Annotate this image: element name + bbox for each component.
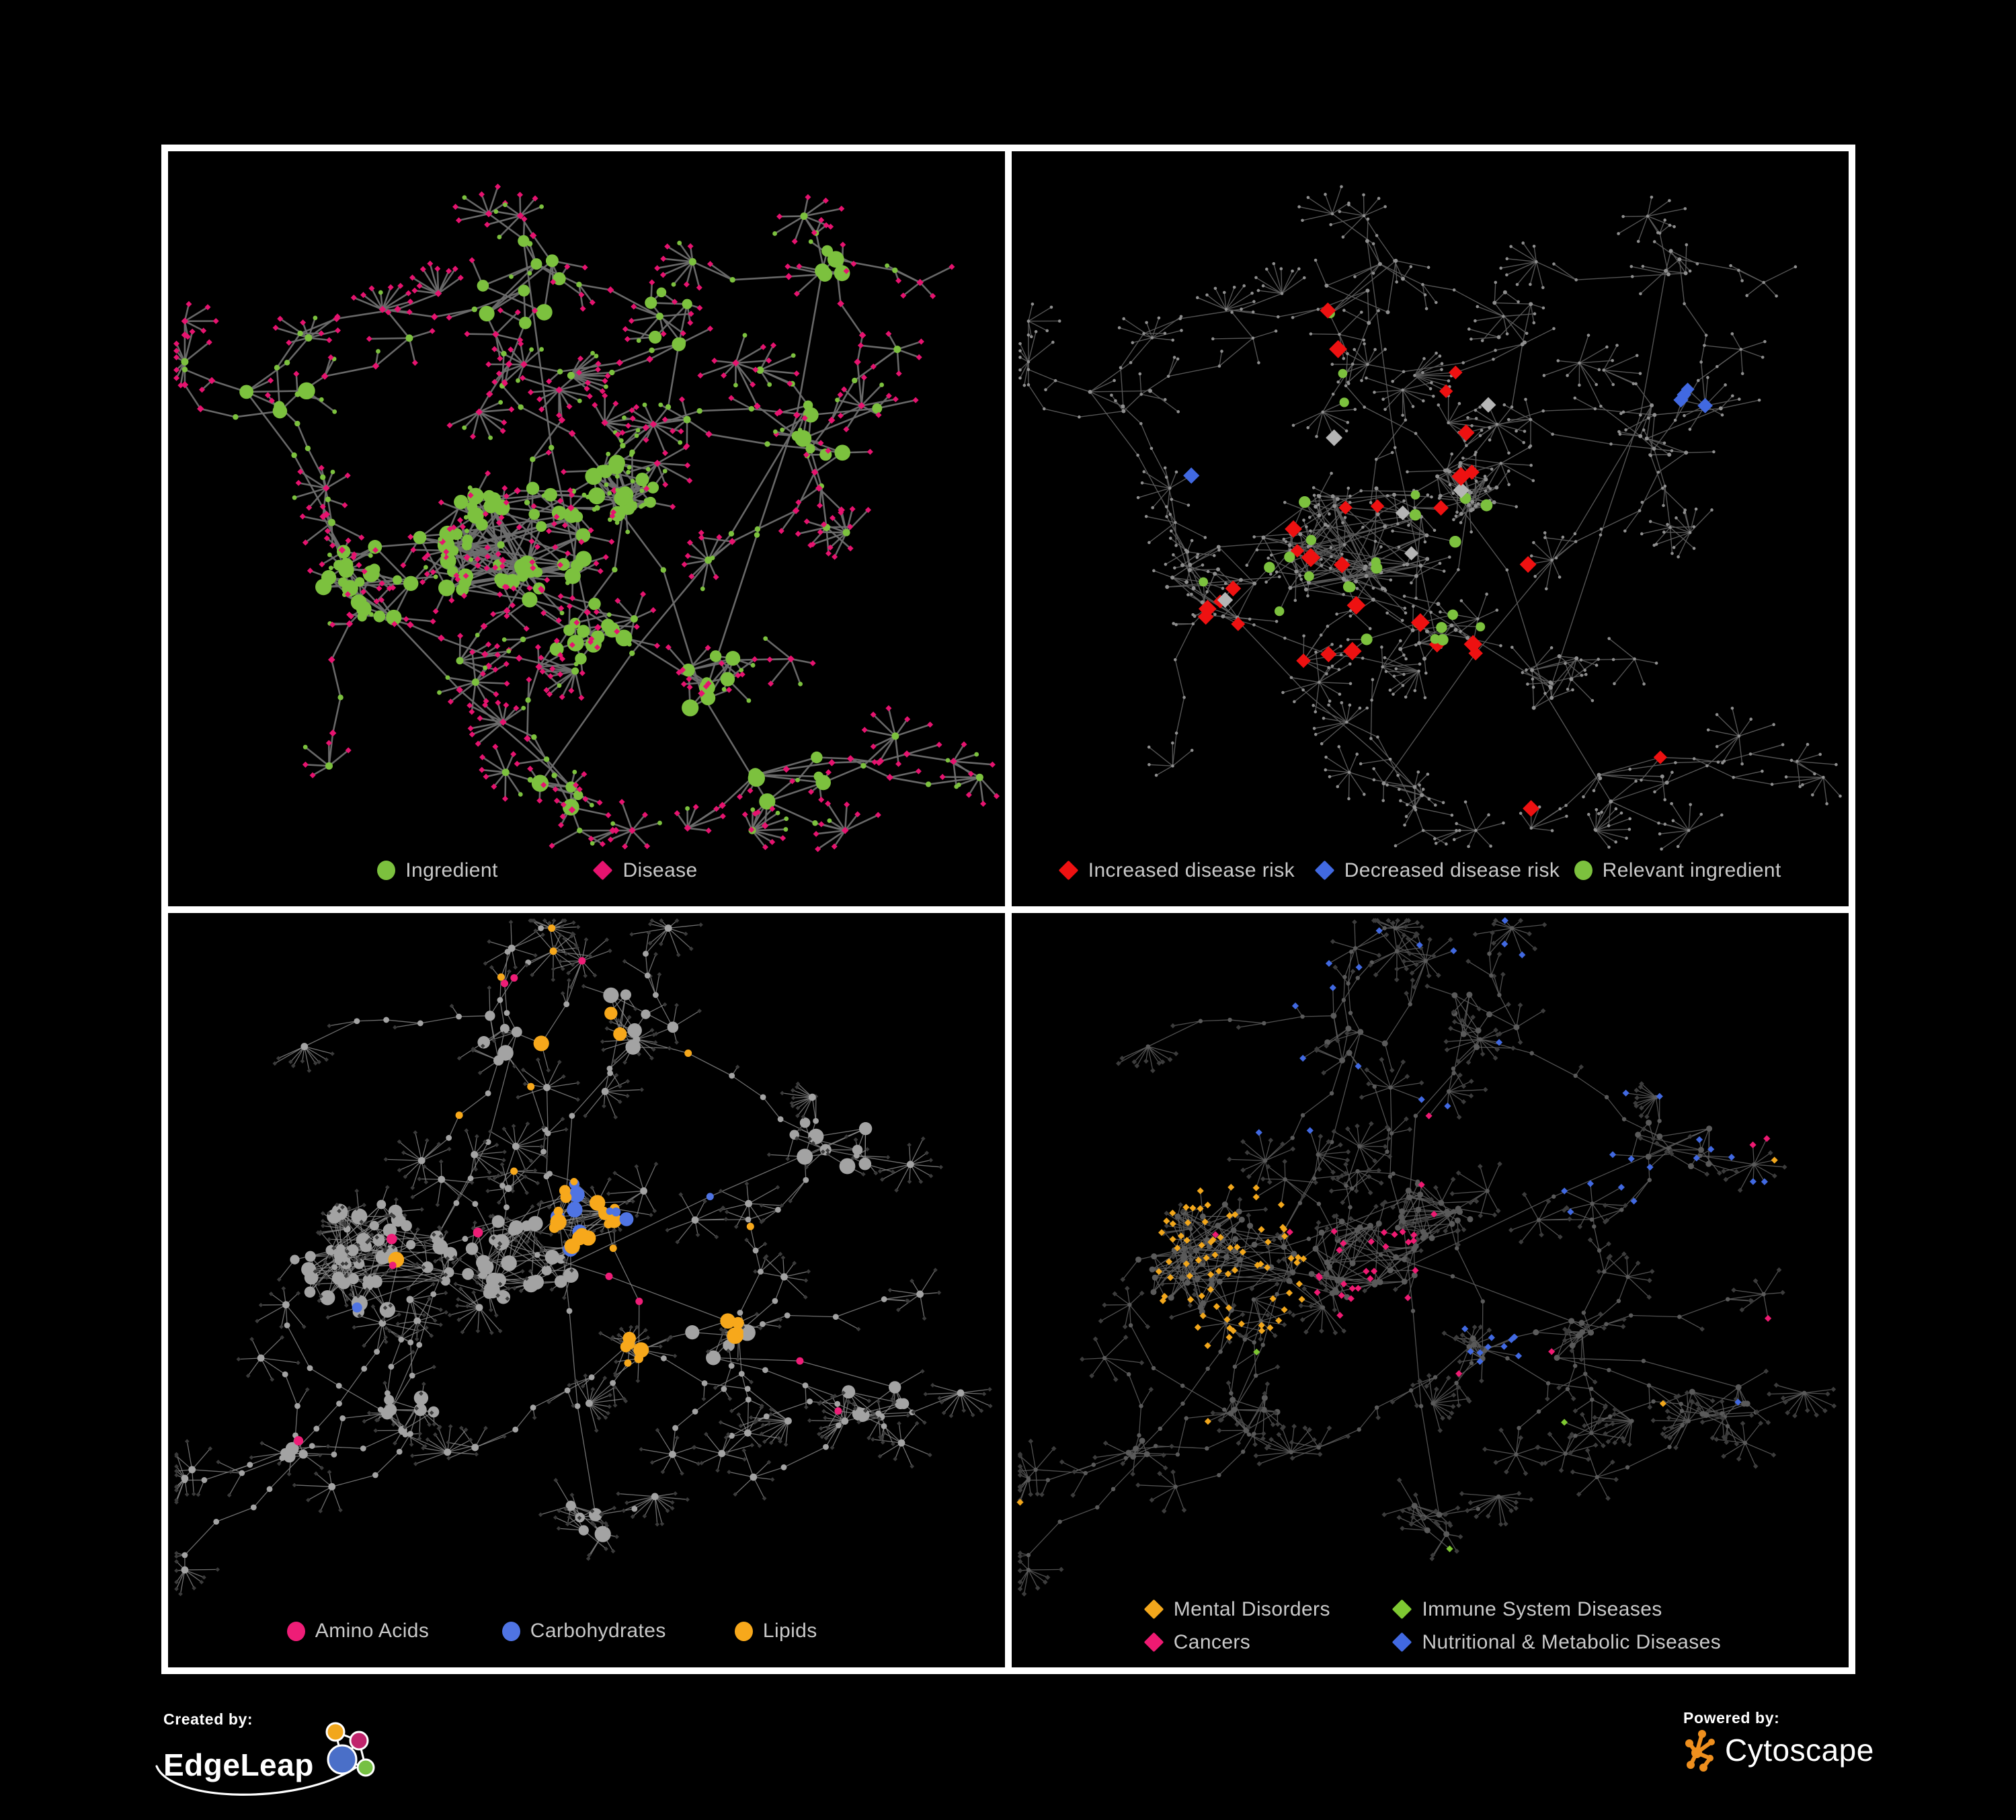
legend-item-disease: Disease: [593, 859, 697, 882]
powered-by-label: Powered by:: [1683, 1709, 1780, 1727]
panel-nutrient-classes: Amino Acids Carbohydrates Lipids: [168, 912, 1005, 1667]
legend-label-ingredient: Ingredient: [405, 859, 498, 881]
panel-disease-categories: Mental Disorders Immune System Diseases …: [1012, 912, 1849, 1667]
cytoscape-wordmark: Cytoscape: [1725, 1732, 1874, 1768]
immune-diseases-marker-icon: [1392, 1599, 1412, 1620]
legend-item-immune-diseases: Immune System Diseases: [1392, 1598, 1662, 1621]
created-by-label: Created by:: [163, 1710, 253, 1728]
legend-item-increased-risk: Increased disease risk: [1058, 859, 1295, 882]
legend-label-relevant-ingredient: Relevant ingredient: [1602, 859, 1781, 881]
legend-item-amino-acids: Amino Acids: [286, 1620, 430, 1643]
legend-label-carbohydrates: Carbohydrates: [530, 1620, 666, 1643]
legend-label-decreased-risk: Decreased disease risk: [1344, 859, 1560, 881]
lipids-marker-icon: [734, 1621, 753, 1641]
edgeleap-logo-icon: [325, 1722, 375, 1777]
created-by-block: Created by: EdgeLeap: [155, 1710, 384, 1800]
disease-marker-icon: [593, 860, 613, 881]
legend-label-immune-diseases: Immune System Diseases: [1422, 1597, 1662, 1620]
panel-disease-risk: Increased disease risk Decreased disease…: [1012, 151, 1849, 906]
network-graph-disease-categories: [1016, 916, 1837, 1597]
legend-label-increased-risk: Increased disease risk: [1088, 859, 1295, 881]
legend-label-cancers: Cancers: [1173, 1630, 1251, 1653]
mental-disorders-marker-icon: [1143, 1599, 1164, 1620]
cancers-marker-icon: [1143, 1632, 1164, 1653]
legend-label-lipids: Lipids: [762, 1620, 817, 1643]
ingredient-marker-icon: [377, 861, 396, 881]
cytoscape-logo-icon: [1685, 1730, 1715, 1772]
legend-label-disease: Disease: [622, 859, 698, 881]
legend-label-nutritional-metabolic: Nutritional & Metabolic Diseases: [1422, 1630, 1722, 1653]
legend-label-mental-disorders: Mental Disorders: [1173, 1597, 1330, 1620]
decreased-risk-marker-icon: [1314, 860, 1335, 881]
nutritional-metabolic-marker-icon: [1392, 1632, 1412, 1653]
legend-item-mental-disorders: Mental Disorders: [1143, 1597, 1330, 1621]
visualization-grid: Ingredient Disease Increased disease ris…: [161, 145, 1855, 1674]
legend-item-cancers: Cancers: [1143, 1630, 1251, 1654]
legend-item-carbohydrates: Carbohydrates: [501, 1620, 666, 1643]
legend-label-amino-acids: Amino Acids: [315, 1620, 430, 1643]
legend-item-lipids: Lipids: [734, 1620, 817, 1643]
carbohydrates-marker-icon: [501, 1621, 520, 1641]
network-graph-nutrient-classes: [174, 918, 993, 1596]
powered-by-block: Powered by: Cytoscape: [1683, 1709, 1874, 1772]
network-graph-disease-risk: [1018, 185, 1842, 851]
legend-item-nutritional-metabolic: Nutritional & Metabolic Diseases: [1392, 1631, 1721, 1654]
network-graph-ingredient-disease: [173, 184, 1000, 853]
amino-acids-marker-icon: [286, 1621, 305, 1641]
edgeleap-wordmark: EdgeLeap: [163, 1747, 314, 1782]
legend-item-relevant-ingredient: Relevant ingredient: [1574, 859, 1781, 882]
legend-item-ingredient: Ingredient: [377, 859, 497, 882]
panel-ingredient-disease: Ingredient Disease: [168, 151, 1005, 906]
relevant-ingredient-marker-icon: [1574, 861, 1592, 881]
legend-item-decreased-risk: Decreased disease risk: [1314, 859, 1560, 882]
increased-risk-marker-icon: [1058, 860, 1079, 881]
